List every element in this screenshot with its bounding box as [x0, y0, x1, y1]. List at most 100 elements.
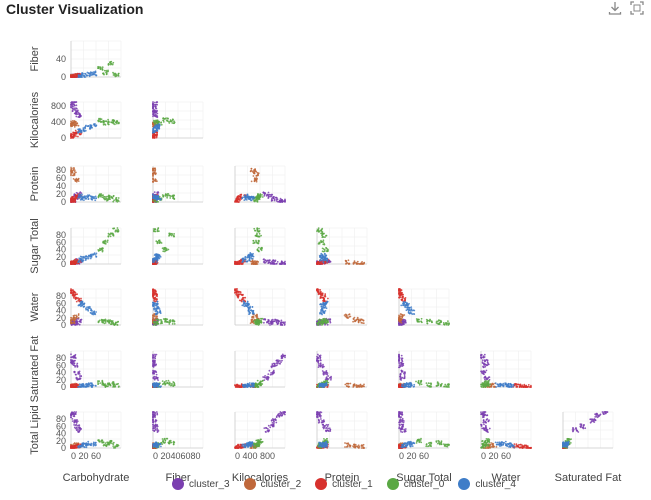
data-point-cluster_0 [420, 317, 423, 320]
data-point-cluster_0 [171, 122, 174, 124]
data-point-cluster_4 [321, 308, 324, 310]
data-point-cluster_0 [117, 74, 120, 76]
data-point-cluster_1 [398, 288, 400, 290]
data-point-cluster_0 [325, 234, 327, 237]
data-point-cluster_0 [171, 232, 173, 235]
data-point-cluster_4 [157, 197, 160, 200]
data-point-cluster_2 [252, 315, 255, 318]
data-point-cluster_0 [154, 200, 156, 203]
data-point-cluster_1 [398, 296, 400, 299]
data-point-cluster_2 [71, 125, 73, 128]
data-point-cluster_0 [107, 235, 110, 238]
data-point-cluster_0 [101, 66, 104, 69]
data-point-cluster_0 [167, 379, 170, 382]
data-point-cluster_0 [160, 122, 162, 124]
data-point-cluster_0 [166, 196, 169, 199]
data-point-cluster_3 [73, 371, 76, 373]
data-point-cluster_0 [320, 239, 322, 242]
data-point-cluster_0 [109, 233, 111, 236]
y-tick-label: 80 [56, 165, 66, 175]
data-point-cluster_1 [234, 291, 236, 294]
data-point-cluster_0 [420, 320, 422, 323]
data-point-cluster_1 [238, 299, 241, 302]
fullscreen-icon[interactable] [629, 0, 645, 16]
data-point-cluster_2 [348, 262, 350, 265]
data-point-cluster_0 [320, 229, 323, 232]
data-point-cluster_4 [90, 256, 93, 258]
data-point-cluster_3 [152, 112, 155, 115]
data-point-cluster_3 [152, 355, 154, 357]
data-point-cluster_2 [356, 262, 359, 265]
data-point-cluster_2 [343, 314, 346, 316]
data-point-cluster_4 [77, 76, 80, 78]
data-point-cluster_0 [163, 250, 166, 253]
data-point-cluster_1 [319, 295, 322, 298]
data-point-cluster_3 [276, 197, 278, 199]
y-tick-label: 60 [56, 237, 66, 247]
data-point-cluster_1 [153, 291, 156, 294]
data-point-cluster_2 [345, 260, 347, 262]
data-point-cluster_2 [72, 316, 75, 319]
data-point-cluster_0 [253, 241, 256, 244]
data-point-cluster_1 [72, 195, 74, 198]
data-point-cluster_4 [94, 199, 97, 202]
data-point-cluster_0 [163, 247, 166, 250]
scatter-cell [398, 288, 450, 326]
data-point-cluster_2 [73, 126, 76, 128]
data-point-cluster_0 [157, 227, 160, 230]
data-point-cluster_4 [248, 313, 250, 316]
data-point-cluster_0 [117, 382, 119, 385]
data-point-cluster_4 [83, 199, 85, 202]
data-point-cluster_3 [75, 191, 78, 194]
data-point-cluster_4 [90, 308, 93, 311]
data-point-cluster_2 [154, 169, 157, 172]
data-point-cluster_1 [80, 297, 82, 300]
data-point-cluster_1 [72, 260, 75, 262]
data-point-cluster_1 [320, 262, 322, 265]
data-point-cluster_2 [73, 124, 76, 127]
data-point-cluster_0 [257, 197, 260, 200]
data-point-cluster_3 [271, 259, 274, 262]
data-point-cluster_0 [164, 193, 167, 196]
data-point-cluster_0 [107, 118, 109, 121]
data-point-cluster_4 [249, 309, 252, 312]
data-point-cluster_0 [257, 324, 260, 326]
data-point-cluster_0 [168, 235, 170, 237]
data-point-cluster_3 [78, 320, 81, 323]
data-point-cluster_3 [71, 109, 74, 112]
download-icon[interactable] [607, 0, 623, 16]
data-point-cluster_0 [117, 320, 119, 323]
data-point-cluster_0 [437, 322, 440, 325]
data-point-cluster_4 [79, 198, 82, 201]
data-point-cluster_3 [152, 101, 154, 103]
data-point-cluster_4 [89, 74, 92, 76]
data-point-cluster_0 [325, 319, 328, 322]
data-point-cluster_4 [154, 304, 157, 307]
data-point-cluster_3 [398, 322, 400, 325]
data-point-cluster_0 [104, 386, 107, 388]
data-point-cluster_3 [276, 319, 279, 322]
data-point-cluster_1 [70, 75, 72, 78]
data-point-cluster_1 [152, 293, 154, 296]
data-point-cluster_0 [255, 239, 257, 242]
data-point-cluster_1 [236, 201, 239, 203]
data-point-cluster_0 [105, 120, 107, 122]
data-point-cluster_4 [87, 257, 90, 260]
data-point-cluster_4 [91, 313, 94, 316]
data-point-cluster_0 [105, 71, 107, 74]
data-point-cluster_0 [257, 318, 259, 321]
data-point-cluster_0 [448, 322, 450, 325]
data-point-cluster_0 [102, 321, 104, 324]
data-point-cluster_3 [281, 201, 284, 203]
data-point-cluster_2 [77, 180, 80, 183]
data-point-cluster_3 [73, 107, 76, 110]
data-point-cluster_2 [73, 314, 76, 317]
data-point-cluster_0 [109, 61, 112, 63]
data-point-cluster_4 [413, 313, 415, 315]
data-point-cluster_0 [109, 235, 112, 238]
data-point-cluster_0 [166, 249, 168, 252]
data-point-cluster_3 [267, 197, 270, 200]
data-point-cluster_3 [73, 362, 76, 365]
data-point-cluster_4 [323, 252, 326, 255]
data-point-cluster_0 [169, 319, 172, 321]
